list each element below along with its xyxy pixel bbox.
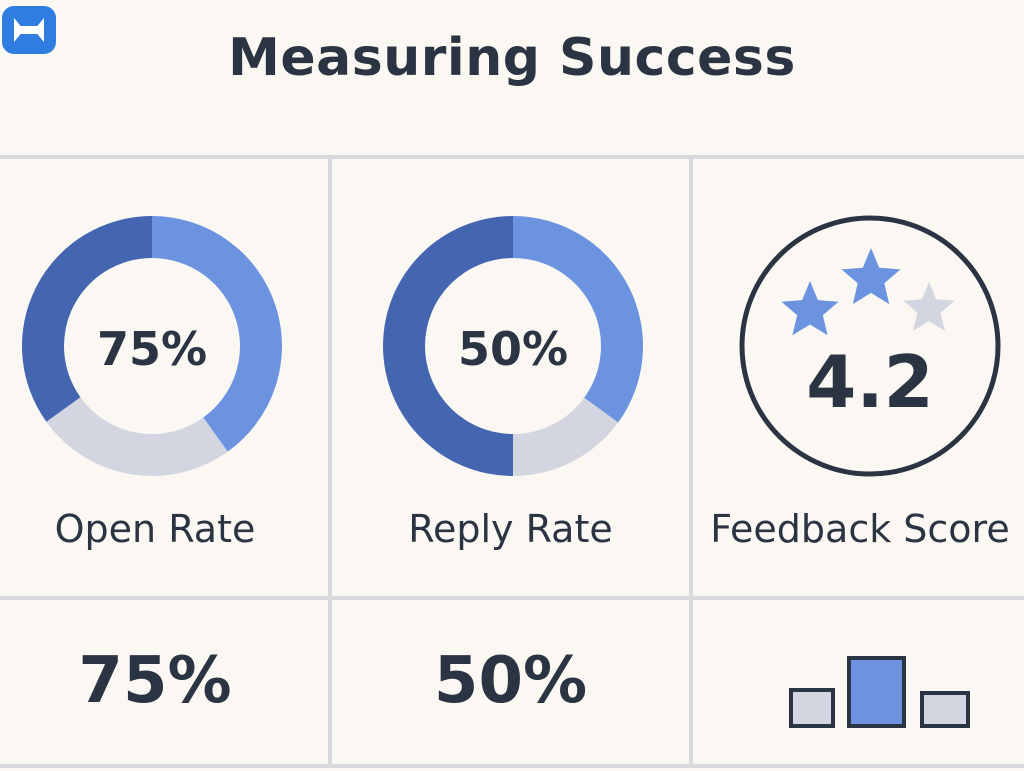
- reply-rate-donut-chart: 50%: [383, 216, 643, 476]
- grid-divider-top: [0, 155, 1024, 159]
- feedback-summary-cell: [693, 600, 1024, 764]
- open-rate-donut-value: 75%: [97, 322, 207, 376]
- bar-chart-icon-bar-middle: [847, 656, 906, 728]
- grid-divider-col-2: [689, 157, 693, 767]
- metric-card-reply-rate: 50% Reply Rate: [332, 159, 689, 596]
- open-rate-label: Open Rate: [54, 507, 256, 551]
- feedback-score-ring: [739, 215, 1001, 477]
- page-title: Measuring Success: [228, 28, 796, 88]
- open-rate-donut-chart: 75%: [22, 216, 282, 476]
- star-empty-icon: [903, 282, 955, 331]
- metric-card-feedback-score: 4.2 Feedback Score: [693, 159, 1024, 596]
- star-filled-icon: [781, 281, 839, 336]
- feedback-score-label: Feedback Score: [710, 507, 1010, 551]
- bar-chart-icon: [789, 656, 970, 728]
- reply-rate-segment-light: [513, 216, 643, 423]
- metric-card-open-rate: 75% Open Rate: [0, 159, 328, 596]
- bar-chart-icon-bar-right: [920, 691, 970, 728]
- feedback-score-badge: 4.2: [739, 215, 1001, 477]
- reply-rate-segment-remainder: [513, 397, 619, 476]
- reply-rate-summary-cell: 50%: [332, 600, 689, 764]
- reply-rate-segment-dark: [383, 216, 513, 476]
- reply-rate-donut-value: 50%: [458, 322, 568, 376]
- reply-rate-summary-value: 50%: [433, 644, 588, 718]
- feedback-score-value: 4.2: [806, 340, 934, 424]
- open-rate-segment-light: [152, 216, 282, 452]
- open-rate-segment-remainder: [46, 397, 228, 476]
- open-rate-summary-cell: 75%: [0, 600, 328, 764]
- open-rate-segment-dark: [22, 216, 153, 422]
- app-logo: [2, 6, 56, 54]
- logo-icon: [14, 18, 44, 42]
- grid-divider-col-1: [328, 157, 332, 767]
- open-rate-summary-value: 75%: [78, 644, 232, 718]
- star-filled-icon: [841, 248, 901, 305]
- grid-divider-bottom: [0, 764, 1024, 768]
- bar-chart-icon-bar-left: [789, 688, 835, 728]
- grid-divider-middle: [0, 596, 1024, 600]
- reply-rate-label: Reply Rate: [408, 507, 613, 551]
